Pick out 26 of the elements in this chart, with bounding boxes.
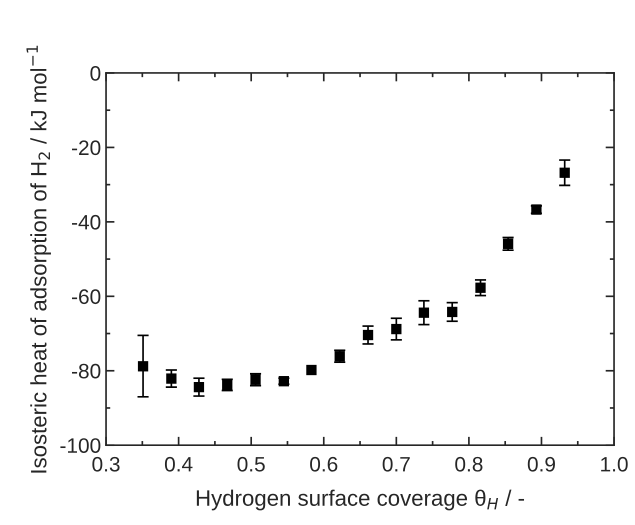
point bbox=[306, 364, 317, 376]
y-tick-label: 0 bbox=[90, 66, 100, 81]
x-tick-label: 0.6 bbox=[310, 456, 338, 472]
y-tick-label: -20 bbox=[72, 140, 100, 156]
y-axis-title: Isosteric heat of adsorption of H$_{2}$ / kJ mol$^{−1}$ bbox=[26, 46, 51, 473]
point bbox=[475, 282, 486, 293]
x-tick-label: 0.7 bbox=[382, 456, 410, 472]
point bbox=[447, 306, 458, 318]
y-tick-label: -60 bbox=[72, 289, 100, 304]
x-tick-label: 0.4 bbox=[164, 456, 192, 472]
point bbox=[166, 373, 177, 384]
x-tick-label: 1.0 bbox=[601, 456, 628, 472]
point bbox=[138, 361, 148, 372]
point bbox=[418, 308, 430, 318]
x-tick-label: 0.3 bbox=[92, 456, 120, 472]
point bbox=[362, 330, 374, 340]
y-tick-label: -40 bbox=[72, 214, 100, 230]
point bbox=[391, 324, 402, 334]
x-tick-label: 0.5 bbox=[238, 456, 265, 472]
y-tick-label: -100 bbox=[60, 438, 100, 453]
y-tick-label: -80 bbox=[72, 364, 100, 379]
point bbox=[560, 168, 570, 178]
x-axis-title: Hydrogen surface coverage θ$_{H}$ / - bbox=[196, 490, 524, 510]
point bbox=[194, 382, 204, 392]
x-tick-label: 0.8 bbox=[455, 456, 482, 472]
x-tick-label: 0.9 bbox=[528, 456, 555, 472]
